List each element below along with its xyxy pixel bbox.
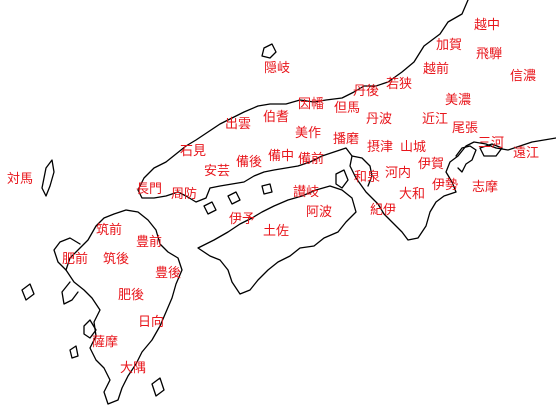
province-label-mimasaka: 美作 <box>295 126 322 141</box>
province-label-nagato: 長門 <box>136 182 163 197</box>
province-label-kaga: 加賀 <box>436 38 463 53</box>
province-label-iwami: 石見 <box>180 144 207 159</box>
province-label-chikuzen: 筑前 <box>96 223 123 238</box>
province-label-hoki: 伯耆 <box>263 110 290 125</box>
province-label-tanba: 丹波 <box>366 112 393 127</box>
province-label-bingo: 備後 <box>236 155 263 170</box>
province-label-echizen: 越前 <box>423 62 450 77</box>
inland-sea-island-3 <box>261 183 273 195</box>
province-label-wakasa: 若狭 <box>386 77 413 92</box>
province-label-tajima: 但馬 <box>334 101 361 116</box>
province-label-owari: 尾張 <box>452 121 479 136</box>
province-label-bizen: 備前 <box>298 152 325 167</box>
province-label-kii: 紀伊 <box>370 203 397 218</box>
province-label-higo: 肥後 <box>118 288 145 303</box>
province-label-buzen: 豊前 <box>136 235 163 250</box>
province-label-chikugo: 筑後 <box>103 252 130 267</box>
province-label-izumo: 出雲 <box>225 117 252 132</box>
province-label-shima: 志摩 <box>472 180 499 195</box>
province-label-inaba: 因幡 <box>298 97 325 112</box>
province-label-aki: 安芸 <box>204 164 231 179</box>
amakusa-island <box>83 319 97 339</box>
province-label-awa: 阿波 <box>306 205 333 220</box>
province-label-hyuga: 日向 <box>138 315 165 330</box>
province-label-tango: 丹後 <box>353 84 380 99</box>
province-label-suo: 周防 <box>171 187 198 202</box>
province-label-hida: 飛騨 <box>476 47 503 62</box>
province-label-iga: 伊賀 <box>418 157 445 172</box>
inland-sea-island-2 <box>227 191 241 205</box>
province-label-yamato: 大和 <box>399 187 426 202</box>
province-label-ise: 伊勢 <box>432 178 459 193</box>
osaka-bay-coast <box>351 155 373 187</box>
province-label-bungo: 豊後 <box>155 266 182 281</box>
province-label-sanuki: 讃岐 <box>293 185 320 200</box>
province-label-omi: 近江 <box>422 112 449 127</box>
goto-island-2 <box>69 345 79 359</box>
province-label-tsushima: 対馬 <box>7 172 34 187</box>
atsumi-peninsula-coast <box>479 143 503 157</box>
shikoku-coastline <box>197 185 357 295</box>
province-label-oki: 隠岐 <box>264 61 291 76</box>
province-label-mino: 美濃 <box>445 93 472 108</box>
province-label-shinano: 信濃 <box>510 69 537 84</box>
ise-bay-coast <box>455 145 477 173</box>
province-label-totomi: 遠江 <box>513 146 540 161</box>
province-label-tosa: 土佐 <box>263 224 290 239</box>
province-label-settsu: 摂津 <box>367 140 394 155</box>
honshu-coastline <box>137 0 556 241</box>
tanegashima-island <box>151 377 165 397</box>
oki-island <box>261 43 277 59</box>
nagasaki-coast <box>61 281 79 305</box>
province-label-mikawa: 三河 <box>478 136 505 151</box>
province-label-iyo: 伊予 <box>229 212 256 227</box>
province-label-kawachi: 河内 <box>385 166 412 181</box>
province-label-hizen: 肥前 <box>62 252 89 267</box>
hizen-peninsula-coast <box>53 237 81 271</box>
province-label-osumi: 大隅 <box>120 361 147 376</box>
awaji-island <box>335 169 349 189</box>
province-label-yamashiro: 山城 <box>400 140 427 155</box>
province-label-satsuma: 薩摩 <box>92 335 119 350</box>
province-label-izumi: 和泉 <box>354 170 381 185</box>
goto-island-1 <box>21 283 35 301</box>
inland-sea-island-1 <box>203 201 217 215</box>
province-label-ecchu: 越中 <box>474 18 501 33</box>
province-label-bitchu: 備中 <box>268 149 295 164</box>
province-label-harima: 播磨 <box>333 132 360 147</box>
kyushu-coastline <box>65 209 183 405</box>
tsushima-island <box>41 159 55 197</box>
